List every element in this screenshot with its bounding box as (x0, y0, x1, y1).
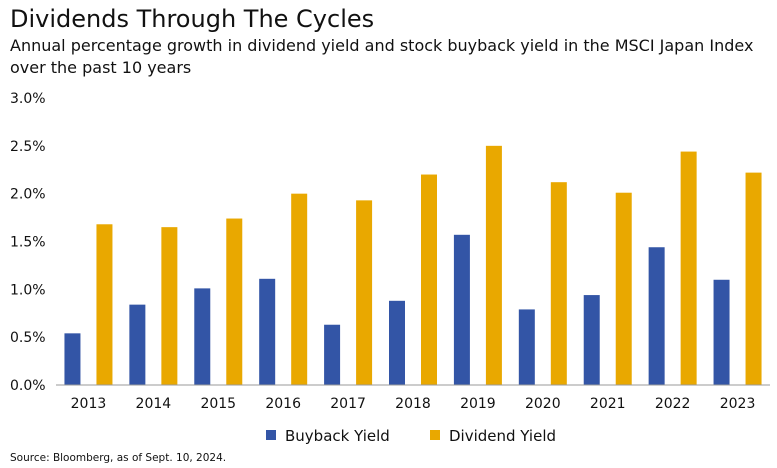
y-axis: 0.0% 0.5% 1.0% 1.5% 2.0% 2.5% 3.0% (10, 91, 46, 394)
buyback-bar-2021 (583, 295, 600, 385)
dividend-bar-2018 (421, 174, 437, 385)
buyback-bar-2013 (64, 333, 81, 385)
buyback-bar-2023 (713, 279, 730, 385)
dividend-bar-2023 (745, 172, 762, 385)
dividend-bar-2015 (226, 218, 243, 385)
buyback-bar-2016 (259, 278, 276, 385)
dividend-bar-2013 (96, 224, 113, 385)
x-tick-label: 2016 (265, 396, 301, 412)
buyback-bar-2019 (453, 234, 470, 385)
x-tick-label: 2015 (200, 396, 236, 412)
legend: Buyback Yield Dividend Yield (266, 427, 556, 445)
buyback-bar-2017 (324, 324, 341, 385)
y-tick-label: 0.5% (10, 330, 46, 346)
dividend-bar-2017 (356, 200, 373, 385)
x-tick-label: 2014 (136, 396, 172, 412)
dividend-bar-2022 (680, 151, 697, 385)
dividend-bar-2014 (161, 227, 178, 385)
buyback-legend-swatch (266, 430, 276, 440)
y-tick-label: 3.0% (10, 91, 46, 107)
y-tick-label: 2.0% (10, 187, 46, 203)
x-tick-label: 2020 (525, 396, 561, 412)
dividend-bar-2020 (550, 182, 567, 385)
dividend-legend-swatch (430, 430, 440, 440)
x-tick-label: 2017 (330, 396, 366, 412)
x-tick-label: 2022 (655, 396, 691, 412)
x-tick-label: 2019 (460, 396, 496, 412)
dividend-bar-2016 (291, 193, 308, 385)
x-tick-label: 2021 (590, 396, 626, 412)
buyback-bar-2022 (648, 247, 665, 385)
dividend-bar-2021 (615, 192, 632, 385)
buyback-bar-2018 (389, 300, 405, 385)
chart-title: Dividends Through The Cycles (10, 5, 375, 33)
y-tick-label: 1.5% (10, 235, 46, 251)
x-tick-label: 2013 (71, 396, 107, 412)
source-note: Source: Bloomberg, as of Sept. 10, 2024. (10, 452, 227, 464)
x-tick-label: 2018 (395, 396, 431, 412)
dividend-legend-label: Dividend Yield (449, 427, 556, 445)
y-tick-label: 0.0% (10, 378, 46, 394)
y-tick-label: 1.0% (10, 282, 46, 298)
chart-subtitle: Annual percentage growth in dividend yie… (10, 36, 754, 77)
bars (64, 145, 762, 385)
dividend-bar-2019 (485, 145, 502, 385)
x-axis: 2013 2014 2015 2016 2017 2018 2019 2020 2021 2022… (71, 396, 756, 412)
buyback-bar-2015 (194, 288, 211, 385)
x-tick-label: 2023 (720, 396, 756, 412)
buyback-bar-2014 (129, 304, 146, 385)
y-tick-label: 2.5% (10, 139, 46, 155)
buyback-bar-2020 (518, 309, 535, 385)
buyback-legend-label: Buyback Yield (285, 427, 390, 445)
